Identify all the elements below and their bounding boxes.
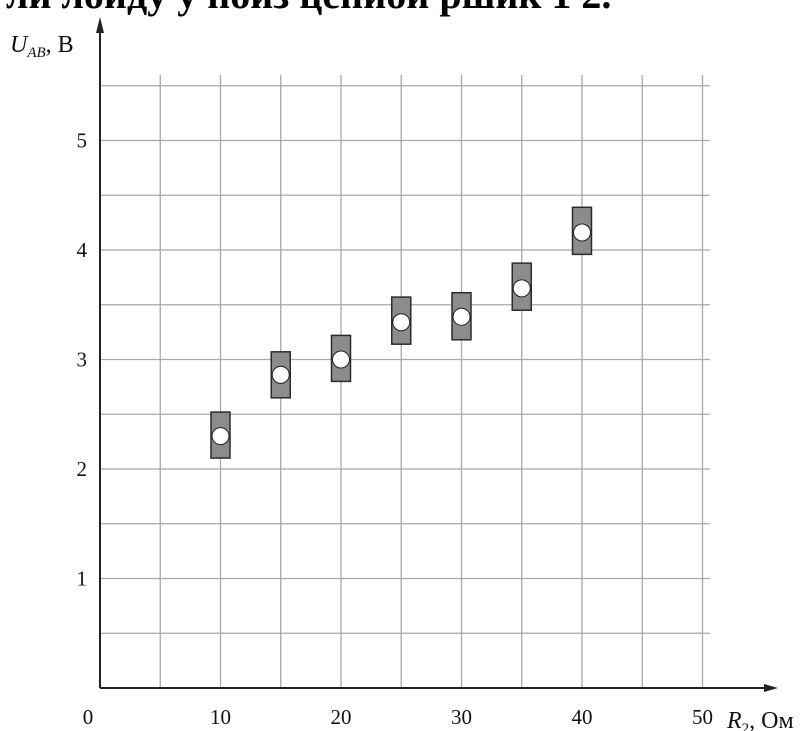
point-marker — [271, 365, 290, 384]
data-point — [511, 262, 532, 311]
y-tick-label: 5 — [77, 129, 88, 153]
data-point — [210, 411, 231, 459]
point-marker — [332, 350, 350, 369]
x-axis-title: R2, Ом — [726, 708, 794, 731]
top-partial-heading: ли лоиду у поиз цепиои ршик 1 2. — [6, 0, 611, 17]
data-point — [270, 351, 291, 399]
point-marker — [392, 313, 411, 332]
grid — [100, 75, 710, 688]
y-axis-title-sub: AB — [26, 45, 45, 61]
point-marker — [512, 279, 531, 298]
y-axis-arrow — [96, 17, 104, 33]
y-axis-title-unit: , В — [46, 32, 74, 58]
x-tick-label: 40 — [572, 705, 593, 729]
y-axis-title-main: U — [10, 32, 29, 58]
point-marker — [211, 427, 230, 446]
y-tick-label: 3 — [77, 348, 88, 372]
x-tick-label: 30 — [451, 705, 472, 729]
point-marker — [573, 223, 591, 242]
x-axis-title-unit: , Ом — [749, 708, 794, 731]
data-points — [210, 206, 593, 459]
x-axis-arrow — [764, 684, 778, 692]
y-tick-label: 2 — [77, 457, 88, 481]
origin-label: 0 — [83, 705, 94, 729]
x-axis-title-sub: 2 — [742, 721, 750, 731]
data-point — [391, 296, 412, 345]
x-tick-label: 10 — [210, 705, 231, 729]
point-marker — [452, 307, 471, 326]
tick-labels: 0 10 20 30 40 50 1 2 3 4 5 — [77, 129, 714, 730]
y-axis-title: UAB, В — [10, 32, 74, 61]
x-axis-title-main: R — [726, 708, 742, 731]
x-tick-label: 20 — [331, 705, 352, 729]
axes — [96, 17, 778, 692]
y-tick-label: 4 — [77, 238, 88, 262]
y-tick-label: 1 — [77, 567, 88, 591]
data-point — [451, 291, 472, 341]
data-point — [571, 206, 593, 256]
data-point — [330, 334, 352, 383]
x-tick-label: 50 — [692, 705, 713, 729]
